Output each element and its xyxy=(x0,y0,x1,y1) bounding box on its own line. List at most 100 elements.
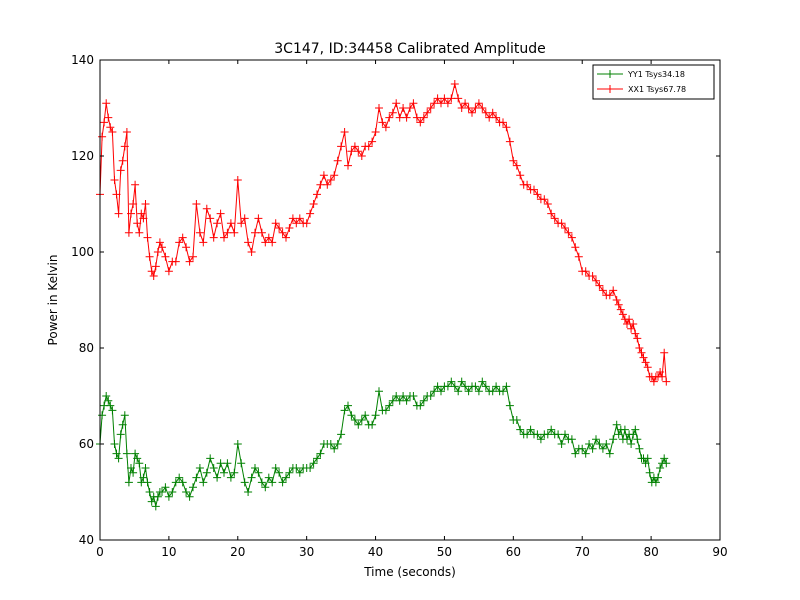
data-point-yy1 xyxy=(481,382,490,391)
data-point-xx1 xyxy=(443,99,452,108)
data-point-xx1 xyxy=(423,108,432,117)
data-point-xx1 xyxy=(375,104,383,112)
data-point-xx1 xyxy=(592,276,600,285)
x-tick-label: 10 xyxy=(161,545,176,559)
data-point-xx1 xyxy=(581,267,590,276)
data-point-yy1 xyxy=(226,473,235,482)
data-point-xx1 xyxy=(499,118,507,127)
data-point-yy1 xyxy=(457,377,466,386)
data-point-yy1 xyxy=(251,464,259,472)
data-point-xx1 xyxy=(326,176,335,184)
data-point-xx1 xyxy=(116,166,125,175)
data-point-xx1 xyxy=(440,94,449,103)
data-point-yy1 xyxy=(257,478,266,487)
data-point-yy1 xyxy=(202,468,211,477)
data-point-xx1 xyxy=(481,108,490,117)
data-point-yy1 xyxy=(505,401,514,410)
tick-layer: 0 10 20 30 40 50 60 70 80 90 40 60 80 100 120 140 xyxy=(71,53,728,559)
data-point-yy1 xyxy=(526,425,535,434)
x-tick-label: 50 xyxy=(437,545,452,559)
data-point-yy1 xyxy=(464,387,473,396)
data-point-xx1 xyxy=(505,137,514,146)
data-point-yy1 xyxy=(605,449,614,458)
data-point-yy1 xyxy=(153,492,162,501)
data-point-yy1 xyxy=(588,444,597,453)
data-point-yy1 xyxy=(609,435,618,444)
data-point-yy1 xyxy=(631,425,640,434)
data-point-xx1 xyxy=(110,176,119,184)
series-yy1 xyxy=(96,377,671,511)
data-point-xx1 xyxy=(271,219,280,228)
data-point-xx1 xyxy=(616,305,625,314)
data-point-yy1 xyxy=(182,488,191,496)
data-point-xx1 xyxy=(233,176,242,184)
data-point-yy1 xyxy=(516,425,525,434)
data-point-yy1 xyxy=(419,396,428,405)
data-point-xx1 xyxy=(454,94,463,103)
data-point-xx1 xyxy=(153,248,162,256)
data-point-xx1 xyxy=(189,252,197,261)
data-point-xx1 xyxy=(288,214,297,223)
data-point-yy1 xyxy=(660,454,669,463)
data-point-yy1 xyxy=(651,478,660,487)
data-point-xx1 xyxy=(618,310,627,319)
data-point-xx1 xyxy=(282,233,290,242)
data-point-xx1 xyxy=(605,291,614,300)
data-point-yy1 xyxy=(478,377,487,386)
data-point-xx1 xyxy=(127,209,135,218)
data-point-yy1 xyxy=(598,444,607,453)
data-point-xx1 xyxy=(143,233,152,242)
x-tick-label: 40 xyxy=(368,545,383,559)
data-point-yy1 xyxy=(623,435,631,444)
data-point-yy1 xyxy=(662,459,671,468)
data-point-xx1 xyxy=(164,267,173,276)
data-point-yy1 xyxy=(240,478,249,487)
data-point-xx1 xyxy=(122,128,131,136)
data-point-xx1 xyxy=(330,171,339,180)
chart-title: 3C147, ID:34458 Calibrated Amplitude xyxy=(274,41,545,57)
data-point-xx1 xyxy=(516,171,525,180)
data-point-xx1 xyxy=(523,180,532,189)
data-point-yy1 xyxy=(102,392,111,400)
data-point-xx1 xyxy=(151,262,160,271)
data-point-xx1 xyxy=(309,200,318,208)
data-point-xx1 xyxy=(492,113,501,122)
y-tick-label: 80 xyxy=(79,341,94,355)
data-point-yy1 xyxy=(409,392,418,400)
data-point-xx1 xyxy=(512,161,521,170)
data-point-yy1 xyxy=(326,440,335,448)
data-point-yy1 xyxy=(244,488,253,496)
data-point-xx1 xyxy=(419,113,428,122)
x-tick-label: 90 xyxy=(712,545,727,559)
data-point-xx1 xyxy=(633,334,642,343)
data-point-yy1 xyxy=(337,430,346,439)
x-axis-label: Time (seconds) xyxy=(363,565,456,579)
data-point-xx1 xyxy=(561,224,569,232)
data-point-yy1 xyxy=(502,382,511,391)
data-point-yy1 xyxy=(275,468,284,477)
data-point-xx1 xyxy=(643,363,652,372)
data-point-xx1 xyxy=(402,113,411,122)
data-point-yy1 xyxy=(333,440,342,448)
data-point-yy1 xyxy=(595,440,604,448)
data-point-yy1 xyxy=(195,464,204,472)
plot-frame xyxy=(99,59,721,541)
data-point-xx1 xyxy=(533,190,542,199)
data-point-yy1 xyxy=(124,478,133,487)
data-point-xx1 xyxy=(399,104,408,112)
data-point-yy1 xyxy=(474,387,483,396)
data-point-yy1 xyxy=(131,449,140,458)
data-point-xx1 xyxy=(333,156,342,165)
data-point-xx1 xyxy=(257,228,266,237)
data-point-xx1 xyxy=(278,228,287,237)
data-point-xx1 xyxy=(625,315,634,324)
x-tick-label: 20 xyxy=(230,545,245,559)
data-point-yy1 xyxy=(206,454,215,463)
data-point-xx1 xyxy=(213,219,222,228)
data-point-yy1 xyxy=(247,473,256,482)
data-point-xx1 xyxy=(656,368,665,376)
data-point-xx1 xyxy=(285,224,294,232)
data-point-xx1 xyxy=(612,296,621,304)
data-point-yy1 xyxy=(512,416,521,424)
data-point-yy1 xyxy=(118,420,127,429)
